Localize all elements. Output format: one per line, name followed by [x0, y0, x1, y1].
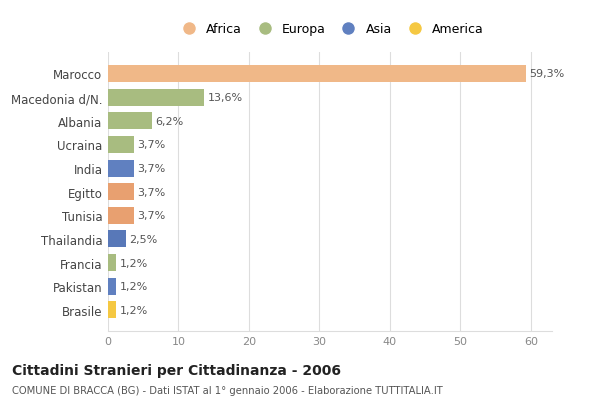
Text: 1,2%: 1,2% — [120, 258, 148, 268]
Bar — [108, 278, 116, 295]
Bar — [108, 254, 116, 272]
Text: 59,3%: 59,3% — [529, 69, 565, 79]
Bar — [108, 207, 134, 224]
Text: 6,2%: 6,2% — [155, 117, 184, 126]
Text: Cittadini Stranieri per Cittadinanza - 2006: Cittadini Stranieri per Cittadinanza - 2… — [12, 363, 341, 377]
Bar — [108, 137, 134, 153]
Bar — [108, 231, 125, 248]
Bar — [108, 302, 116, 319]
Text: 3,7%: 3,7% — [137, 164, 166, 174]
Bar — [108, 184, 134, 201]
Text: 3,7%: 3,7% — [137, 140, 166, 150]
Bar — [108, 113, 152, 130]
Text: 13,6%: 13,6% — [208, 93, 242, 103]
Text: COMUNE DI BRACCA (BG) - Dati ISTAT al 1° gennaio 2006 - Elaborazione TUTTITALIA.: COMUNE DI BRACCA (BG) - Dati ISTAT al 1°… — [12, 385, 443, 396]
Text: 3,7%: 3,7% — [137, 211, 166, 221]
Legend: Africa, Europa, Asia, America: Africa, Europa, Asia, America — [173, 20, 487, 38]
Bar — [108, 90, 204, 106]
Text: 2,5%: 2,5% — [129, 234, 157, 245]
Text: 1,2%: 1,2% — [120, 305, 148, 315]
Text: 1,2%: 1,2% — [120, 281, 148, 292]
Bar — [108, 66, 526, 83]
Bar — [108, 160, 134, 177]
Text: 3,7%: 3,7% — [137, 187, 166, 197]
